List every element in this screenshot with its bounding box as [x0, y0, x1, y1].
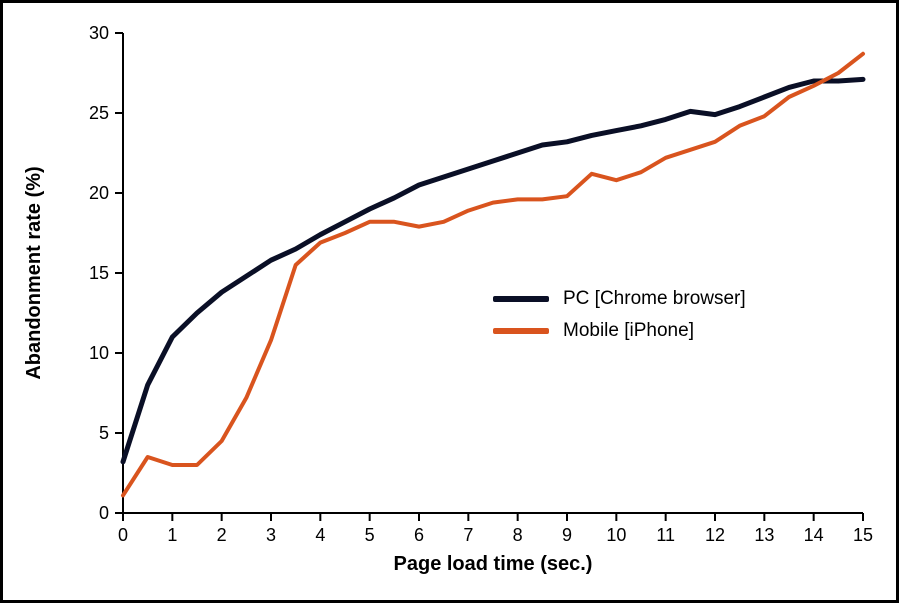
y-tick-label: 20 [89, 183, 109, 203]
x-tick-label: 14 [804, 525, 824, 545]
x-tick-label: 5 [365, 525, 375, 545]
x-axis-label: Page load time (sec.) [123, 553, 863, 576]
plot-area: 0123456789101112131415051015202530 [123, 33, 863, 513]
x-tick-label: 10 [606, 525, 626, 545]
x-tick-label: 8 [513, 525, 523, 545]
y-tick-label: 5 [99, 423, 109, 443]
chart-frame: 0123456789101112131415051015202530 Aband… [0, 0, 899, 603]
x-tick-label: 0 [118, 525, 128, 545]
y-tick-label: 0 [99, 503, 109, 523]
legend-swatch-mobile [493, 328, 549, 334]
legend-item-pc: PC [Chrome browser] [493, 283, 746, 315]
y-axis-label: Abandonment rate (%) [23, 33, 53, 513]
x-tick-label: 3 [266, 525, 276, 545]
series-line-pc [123, 79, 863, 461]
legend-item-mobile: Mobile [iPhone] [493, 315, 746, 347]
x-tick-label: 11 [656, 525, 675, 545]
y-tick-label: 15 [89, 263, 109, 283]
legend-label-mobile: Mobile [iPhone] [563, 320, 694, 342]
y-tick-label: 30 [89, 23, 109, 43]
x-tick-label: 4 [315, 525, 325, 545]
x-tick-label: 2 [217, 525, 227, 545]
x-tick-label: 15 [853, 525, 873, 545]
legend: PC [Chrome browser] Mobile [iPhone] [493, 283, 746, 347]
legend-swatch-pc [493, 296, 549, 302]
y-tick-label: 25 [89, 103, 109, 123]
legend-label-pc: PC [Chrome browser] [563, 288, 746, 310]
x-tick-label: 13 [754, 525, 774, 545]
y-tick-label: 10 [89, 343, 109, 363]
x-tick-label: 1 [167, 525, 177, 545]
x-tick-label: 7 [463, 525, 473, 545]
x-tick-label: 6 [414, 525, 424, 545]
series-line-mobile [123, 54, 863, 496]
x-tick-label: 9 [562, 525, 572, 545]
x-tick-label: 12 [705, 525, 725, 545]
